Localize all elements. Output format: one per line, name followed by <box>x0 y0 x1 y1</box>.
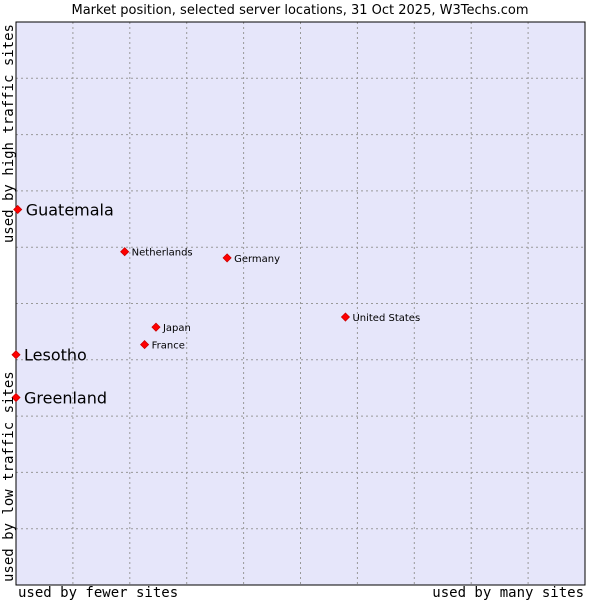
data-point-greenland: Greenland <box>11 389 107 408</box>
data-point-japan: Japan <box>151 322 191 334</box>
data-point-germany: Germany <box>222 253 280 265</box>
data-point-lesotho: Lesotho <box>11 346 87 365</box>
point-marker-lesotho <box>11 350 21 360</box>
point-label-netherlands: Netherlands <box>132 248 193 259</box>
data-point-france: France <box>140 340 185 352</box>
plot-frame <box>15 21 586 586</box>
y-axis-label-top: used by high traffic sites <box>1 24 17 243</box>
data-point-united-states: United States <box>340 312 420 324</box>
point-marker-japan <box>151 322 161 332</box>
point-label-lesotho: Lesotho <box>24 346 87 365</box>
point-label-japan: Japan <box>162 323 191 334</box>
grid-lines <box>16 22 585 585</box>
data-points: Guatemala Netherlands Germany United States… <box>11 200 420 408</box>
x-axis-label-left: used by fewer sites <box>18 585 178 600</box>
point-marker-united-states <box>340 312 351 322</box>
data-point-guatemala: Guatemala <box>13 200 114 219</box>
point-label-germany: Germany <box>234 254 280 265</box>
point-marker-netherlands <box>120 247 130 257</box>
point-label-guatemala: Guatemala <box>26 200 114 219</box>
x-axis-label-right: used by many sites <box>432 585 584 600</box>
point-label-greenland: Greenland <box>24 389 107 408</box>
y-axis-label-bottom: used by low traffic sites <box>1 371 17 582</box>
point-marker-germany <box>222 253 232 263</box>
point-marker-france <box>140 340 150 350</box>
point-label-france: France <box>152 341 185 352</box>
data-point-netherlands: Netherlands <box>120 247 193 259</box>
chart-title: Market position, selected server locatio… <box>71 3 528 18</box>
point-marker-greenland <box>11 392 21 403</box>
point-label-united-states: United States <box>352 313 420 324</box>
point-marker-guatemala <box>13 204 23 215</box>
